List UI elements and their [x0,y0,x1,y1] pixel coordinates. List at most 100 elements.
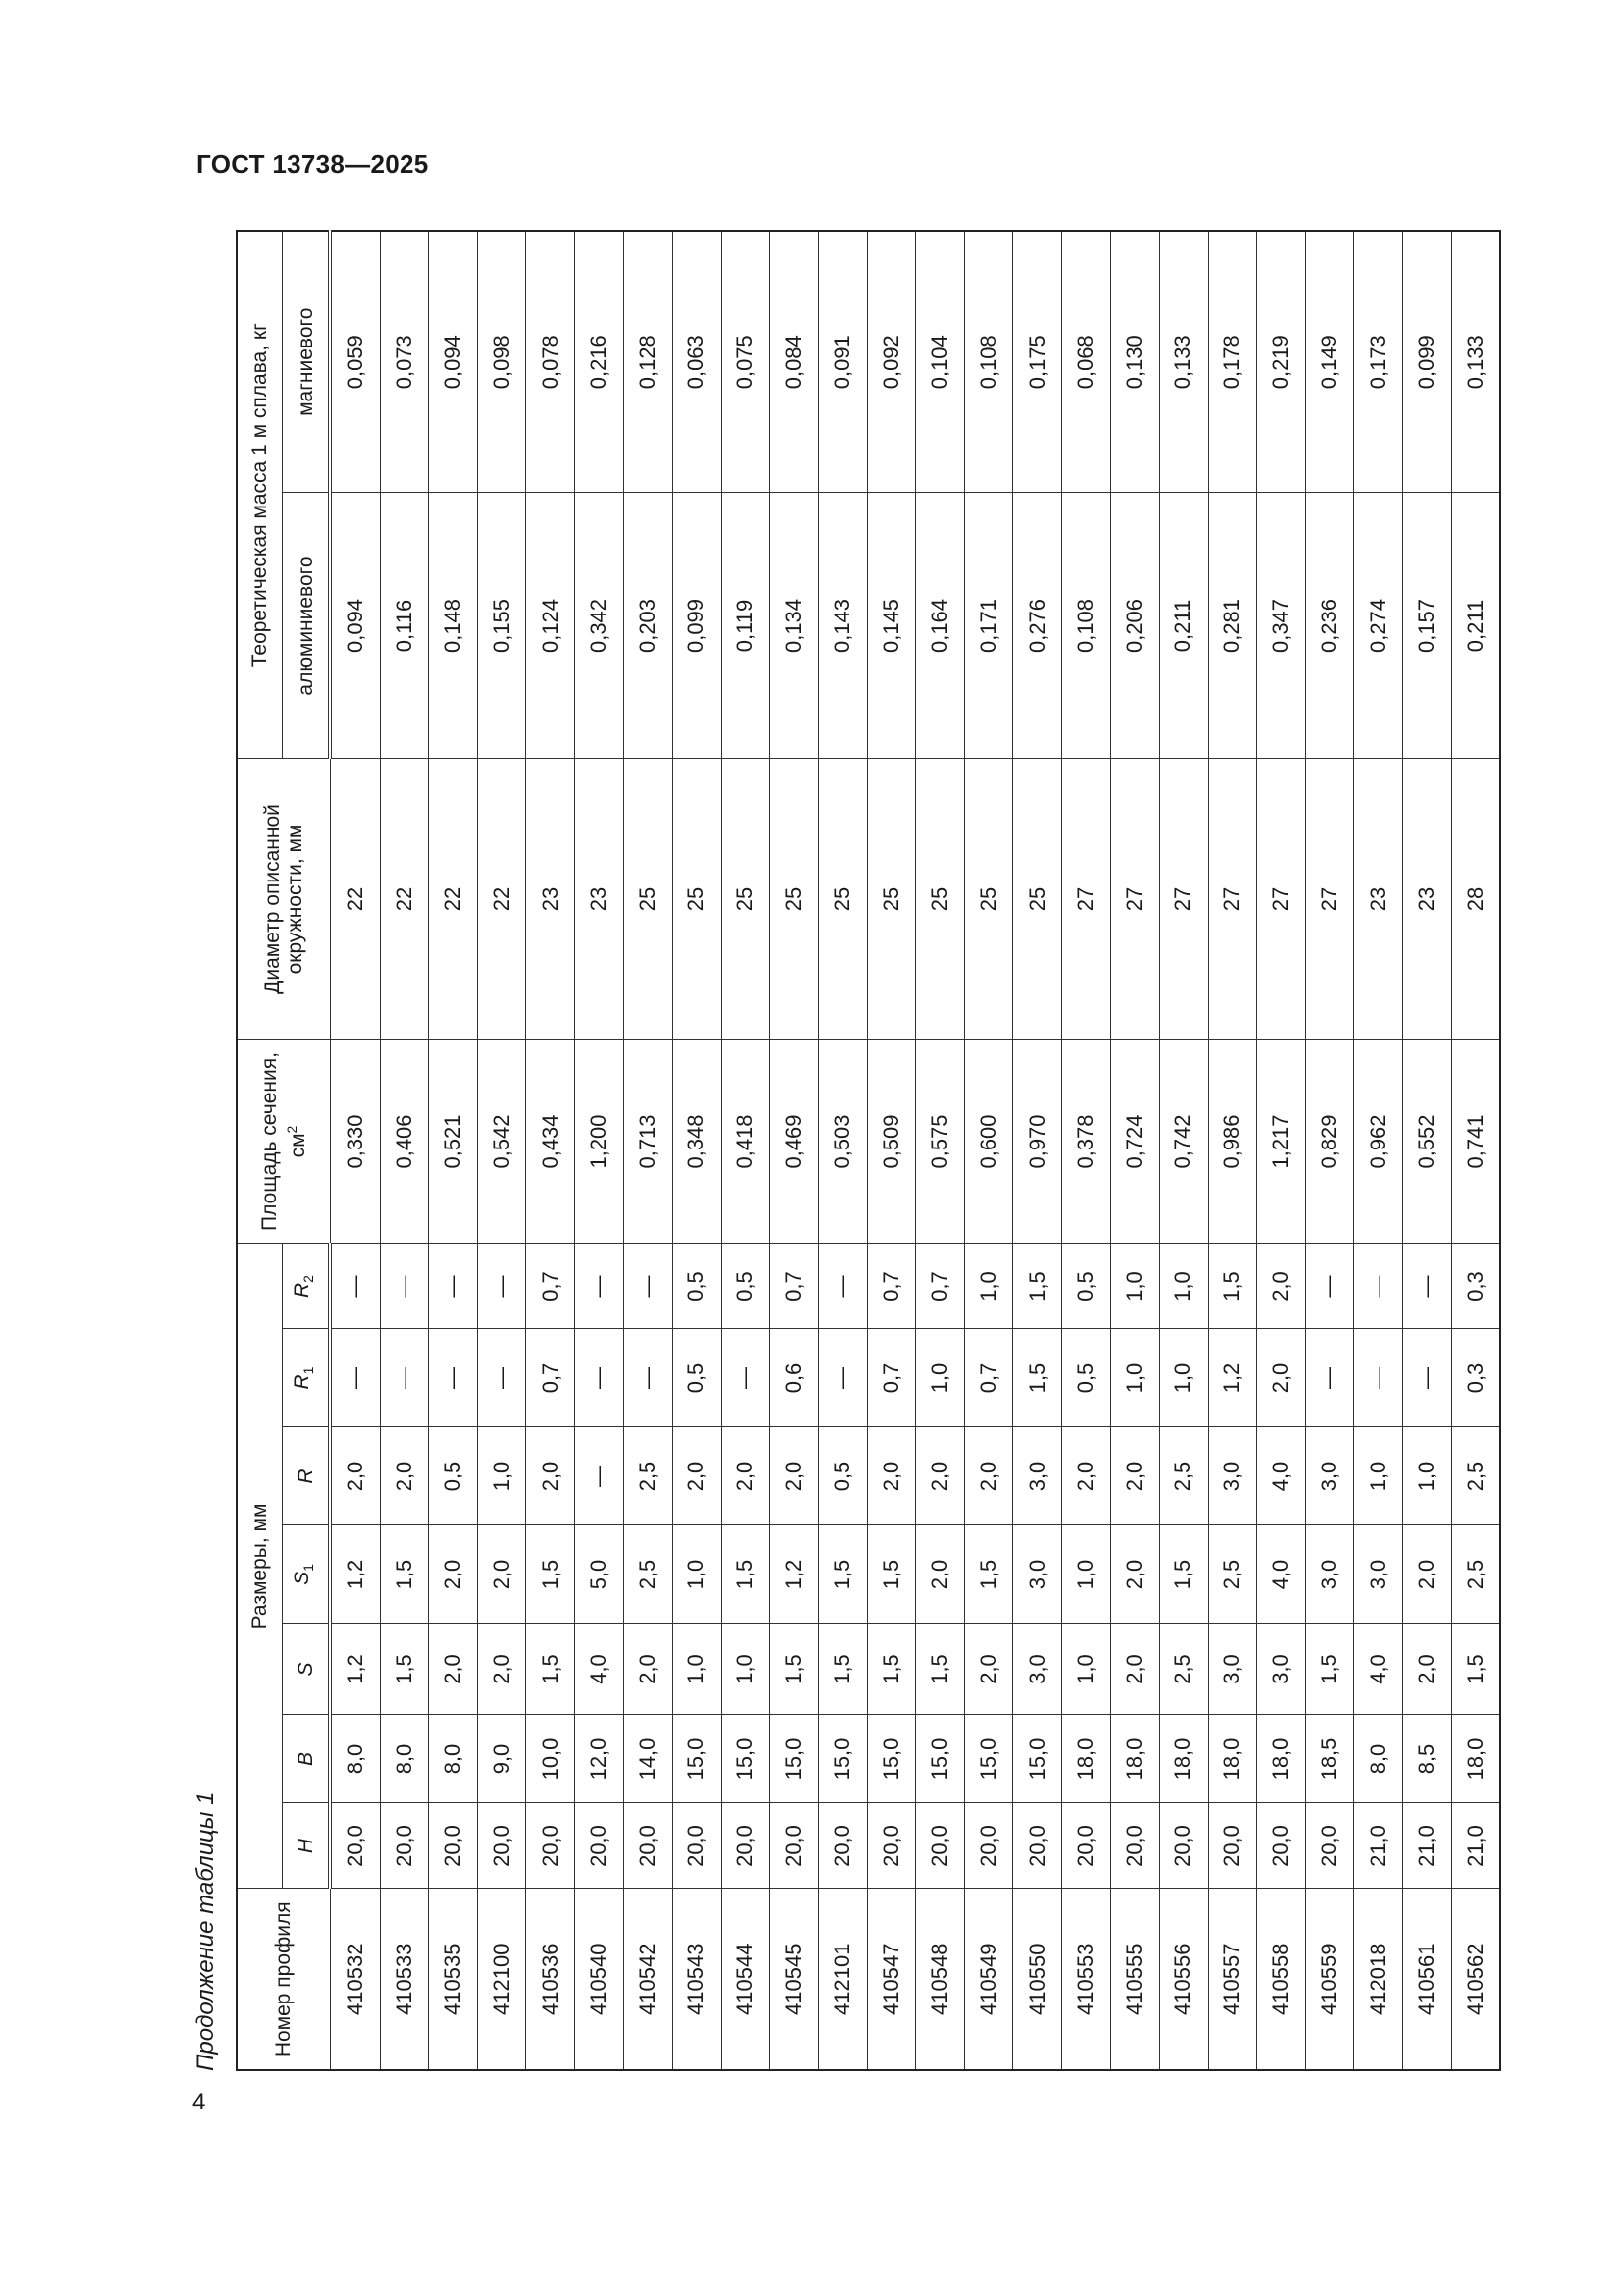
cell-S1: 2,0 [1110,1525,1160,1624]
cell-S: 1,0 [721,1624,770,1715]
cell-R1: 2,0 [1256,1329,1306,1427]
cell-R: 3,0 [1305,1427,1354,1525]
cell-area: 0,378 [1061,1040,1110,1244]
cell-H: 20,0 [1012,1803,1062,1889]
cell-diameter: 27 [1110,759,1160,1040]
cell-R2: 0,7 [915,1244,965,1329]
cell-S1: 5,0 [574,1525,624,1624]
cell-R: 2,0 [769,1427,819,1525]
table-body: 410532 20,0 8,0 1,2 1,2 2,0— —0,330 22 0,094 0,05… [330,230,1501,2070]
cell-R1: 0,3 [1451,1329,1501,1427]
cell-area: 0,742 [1159,1040,1209,1244]
header-R1-text: R [290,1374,313,1390]
cell-S1: 2,5 [1208,1525,1257,1624]
cell-profile-number: 410561 [1402,1889,1452,2070]
header-B: B [282,1715,330,1803]
cell-H: 20,0 [623,1803,673,1889]
cell-profile-number: 410535 [428,1889,478,2070]
cell-area: 0,986 [1208,1040,1257,1244]
header-S1-text: S [290,1571,313,1585]
cell-diameter: 25 [867,759,916,1040]
table-row: 410561 21,0 8,5 2,0 2,0 1,0— —0,552 23 0,157 0,09… [1402,230,1452,2070]
cell-R2: — [623,1244,673,1329]
cell-S1: 1,5 [525,1525,575,1624]
cell-mass-aluminium: 0,164 [915,493,965,759]
cell-R1: 1,0 [1159,1329,1209,1427]
cell-mass-aluminium: 0,342 [574,493,624,759]
cell-mass-aluminium: 0,236 [1305,493,1354,759]
header-S1: S1 [282,1525,330,1624]
cell-area: 0,724 [1110,1040,1160,1244]
header-dimensions: Размеры, мм [237,1244,283,1889]
cell-area: 0,741 [1451,1040,1501,1244]
cell-S1: 1,5 [380,1525,429,1624]
cell-R2: — [1402,1244,1452,1329]
cell-profile-number: 410536 [525,1889,575,2070]
cell-R1: — [477,1329,526,1427]
cell-mass-aluminium: 0,211 [1451,493,1501,759]
cell-profile-number: 410533 [380,1889,429,2070]
cell-diameter: 25 [818,759,868,1040]
cell-mass-magnesium: 0,073 [380,230,429,493]
cell-R2: — [1353,1244,1403,1329]
cell-diameter: 27 [1061,759,1110,1040]
cell-area: 0,469 [769,1040,819,1244]
table-row: 410557 20,0 18,0 3,0 2,5 3,0 1,2 1,5 0,986 27 0,28… [1208,230,1257,2070]
cell-R1: — [1305,1329,1354,1427]
cell-R: 2,0 [867,1427,916,1525]
table-row: 410547 20,0 15,0 1,5 1,5 2,0 0,7 0,7 0,509 25 0,14… [867,230,916,2070]
cell-R1: 0,6 [769,1329,819,1427]
cell-R2: — [428,1244,478,1329]
cell-mass-magnesium: 0,084 [769,230,819,493]
cell-profile-number: 410547 [867,1889,916,2070]
cell-R2: — [574,1244,624,1329]
cell-mass-aluminium: 0,116 [380,493,429,759]
cell-S1: 2,0 [915,1525,965,1624]
cell-R1: — [818,1329,868,1427]
cell-B: 8,0 [428,1715,478,1803]
cell-R2: 1,0 [1110,1244,1160,1329]
cell-S: 4,0 [1353,1624,1403,1715]
header-R: R [282,1427,330,1525]
cell-area: 0,418 [721,1040,770,1244]
cell-H: 20,0 [574,1803,624,1889]
cell-S: 1,2 [330,1624,381,1715]
cell-B: 18,5 [1305,1715,1354,1803]
cell-profile-number: 410542 [623,1889,673,2070]
cell-B: 15,0 [1012,1715,1062,1803]
cell-mass-magnesium: 0,098 [477,230,526,493]
profile-table: Номер профиля Размеры, мм Площадь сечени… [236,229,1502,2071]
cell-H: 21,0 [1402,1803,1452,1889]
header-S1-sub: 1 [300,1564,317,1572]
cell-diameter: 27 [1159,759,1209,1040]
table-row: 410548 20,0 15,0 1,5 2,0 2,0 1,0 0,7 0,575 25 0,16… [915,230,965,2070]
cell-R1: 0,7 [525,1329,575,1427]
cell-diameter: 22 [428,759,478,1040]
cell-R1: — [380,1329,429,1427]
table-row: 412018 21,0 8,0 4,0 3,0 1,0— —0,962 23 0,274 0,17… [1353,230,1403,2070]
cell-S: 1,5 [1305,1624,1354,1715]
cell-mass-magnesium: 0,092 [867,230,916,493]
cell-R2: 2,0 [1256,1244,1306,1329]
cell-mass-magnesium: 0,068 [1061,230,1110,493]
document-title: ГОСТ 13738—2025 [196,149,429,179]
cell-diameter: 25 [672,759,722,1040]
cell-mass-aluminium: 0,274 [1353,493,1403,759]
cell-mass-aluminium: 0,134 [769,493,819,759]
cell-profile-number: 410562 [1451,1889,1501,2070]
table-row: 410540 20,0 12,0 4,0 5,0— — —1,200 23 0,342 0,216 [574,230,624,2070]
cell-diameter: 25 [915,759,965,1040]
table-row: 410536 20,0 10,0 1,5 1,5 2,0 0,7 0,7 0,434 23 0,12… [525,230,575,2070]
cell-diameter: 22 [477,759,526,1040]
cell-area: 1,217 [1256,1040,1306,1244]
cell-mass-aluminium: 0,143 [818,493,868,759]
cell-profile-number: 412101 [818,1889,868,2070]
cell-S: 1,0 [1061,1624,1110,1715]
cell-H: 21,0 [1451,1803,1501,1889]
cell-area: 0,434 [525,1040,575,1244]
cell-S1: 3,0 [1305,1525,1354,1624]
cell-mass-aluminium: 0,119 [721,493,770,759]
cell-B: 18,0 [1110,1715,1160,1803]
cell-R: 2,5 [1159,1427,1209,1525]
cell-H: 20,0 [769,1803,819,1889]
